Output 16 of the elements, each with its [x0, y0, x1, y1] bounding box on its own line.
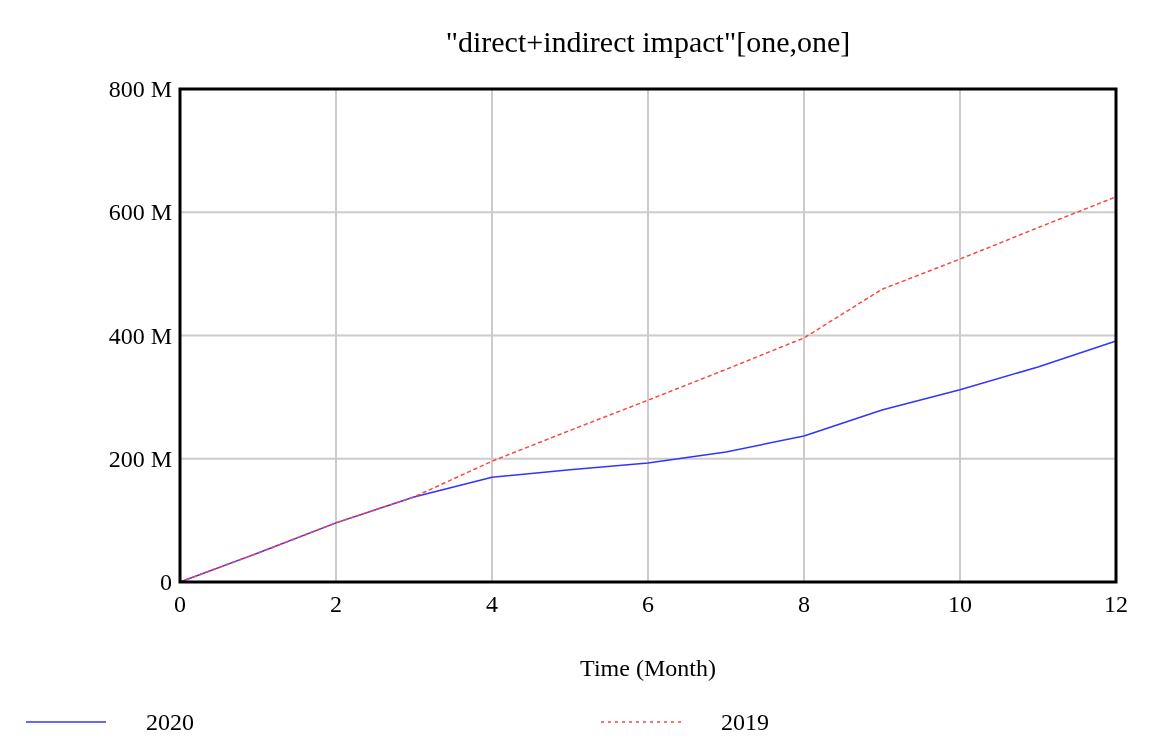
x-axis-title: Time (Month) — [580, 655, 716, 681]
x-tick-label: 2 — [330, 591, 342, 617]
y-tick-label: 400 M — [108, 322, 172, 349]
line-series — [179, 196, 1117, 583]
x-tick-label: 4 — [486, 591, 498, 617]
y-tick-label: 0 — [160, 569, 172, 595]
y-tick-label: 200 M — [108, 445, 172, 472]
x-tick-label: 10 — [948, 591, 972, 617]
y-tick-label: 800 M — [108, 76, 172, 102]
x-tick-label: 6 — [642, 591, 654, 617]
x-tick-label: 8 — [798, 591, 810, 617]
chart-title: "direct+indirect impact"[one,one] — [445, 25, 851, 58]
y-tick-label: 600 M — [108, 199, 172, 226]
legend-label: 2019 — [721, 709, 769, 735]
legend-label: 2020 — [146, 709, 194, 735]
x-tick-label: 12 — [1104, 591, 1128, 617]
